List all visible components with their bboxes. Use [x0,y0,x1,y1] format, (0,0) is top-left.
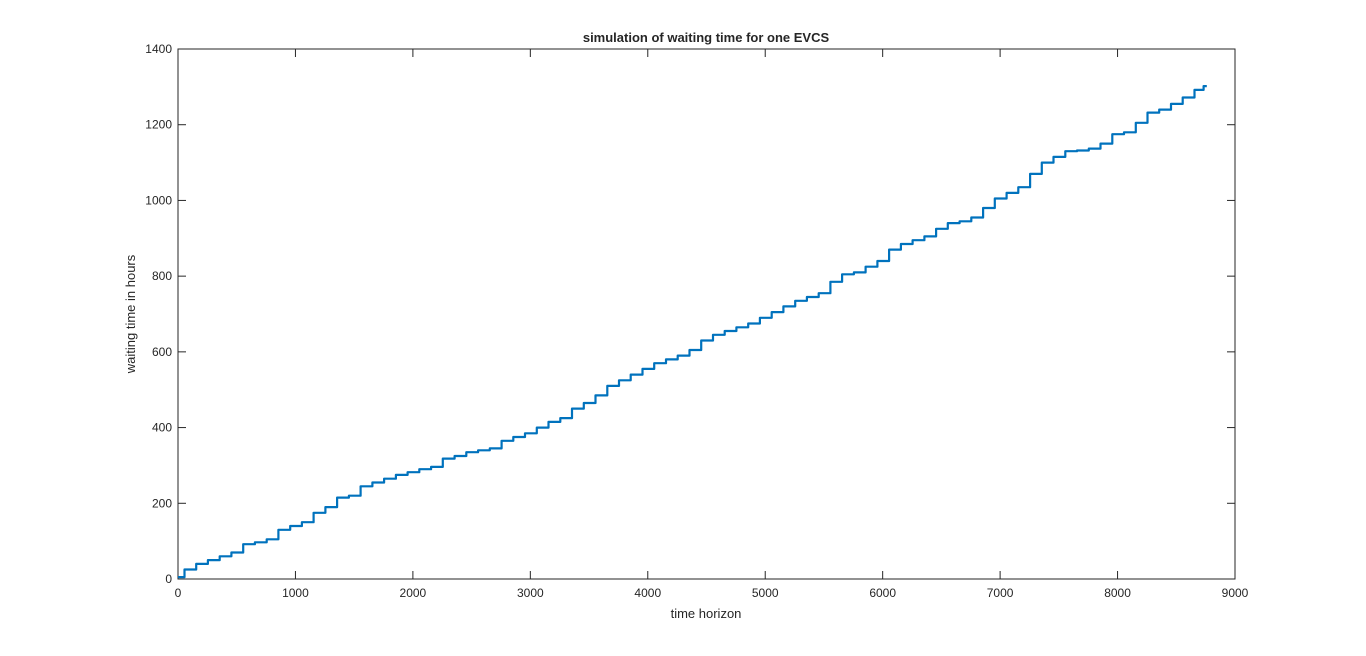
x-tick-label: 8000 [1104,586,1131,600]
x-tick-label: 6000 [869,586,896,600]
x-tick-label: 2000 [400,586,427,600]
y-tick-label: 800 [152,269,172,283]
x-axis: 0 1000 2000 3000 4000 5000 6000 7000 8000 9000 [175,49,1249,600]
y-tick-label: 0 [165,572,172,586]
series-line [178,84,1207,579]
y-tick-label: 1200 [145,118,172,132]
x-tick-label: 9000 [1222,586,1249,600]
chart-title: simulation of waiting time for one EVCS [583,30,830,45]
x-tick-label: 3000 [517,586,544,600]
x-tick-label: 4000 [634,586,661,600]
y-tick-label: 400 [152,421,172,435]
y-axis: 0 200 400 600 800 1000 1200 1400 [145,42,1235,586]
y-tick-label: 200 [152,496,172,510]
y-tick-label: 600 [152,345,172,359]
x-tick-label: 5000 [752,586,779,600]
x-tick-label: 7000 [987,586,1014,600]
x-tick-label: 1000 [282,586,309,600]
y-tick-label: 1400 [145,42,172,56]
x-axis-label: time horizon [671,606,742,621]
x-tick-label: 0 [175,586,182,600]
plot-area [177,48,1236,580]
series-layer [178,84,1207,579]
y-axis-label: waiting time in hours [123,254,138,374]
y-tick-label: 1000 [145,193,172,207]
